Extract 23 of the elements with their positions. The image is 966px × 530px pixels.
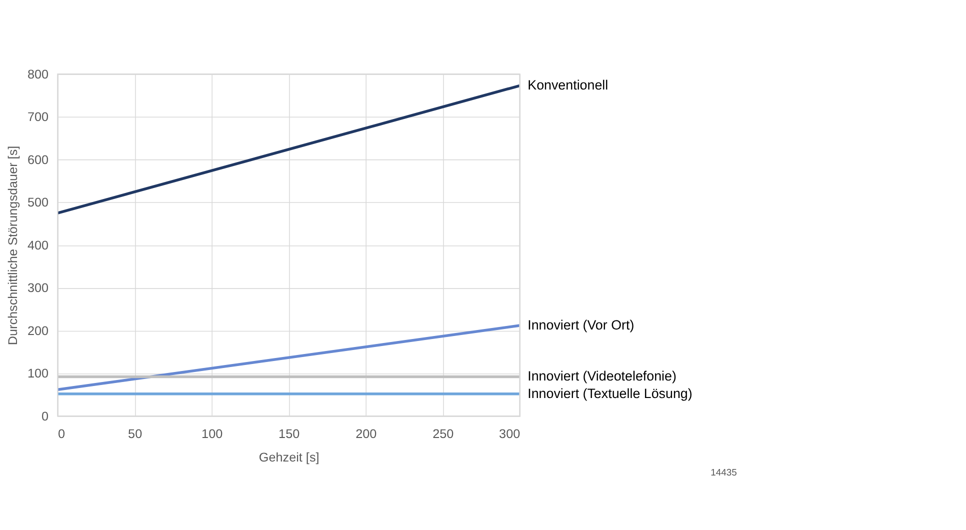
- series-label: Innoviert (Videotelefonie): [528, 368, 676, 384]
- y-tick-label: 800: [28, 67, 49, 82]
- x-tick-label: 100: [202, 426, 223, 441]
- series-label: Konventionell: [528, 78, 608, 93]
- x-tick-label: 0: [58, 426, 66, 441]
- series-label: Innoviert (Vor Ort): [528, 317, 634, 332]
- x-tick-label: 50: [128, 426, 142, 441]
- x-axis-title: Gehzeit [s]: [258, 450, 320, 465]
- y-tick-label: 700: [28, 110, 49, 124]
- y-tick-label: 0: [42, 409, 49, 424]
- y-tick-label: 500: [28, 196, 49, 210]
- x-tick-label: 250: [432, 426, 454, 441]
- text: 14435: [710, 467, 737, 478]
- y-tick-label: 400: [28, 238, 49, 252]
- x-tick-label: 200: [356, 426, 377, 441]
- y-tick-label: 100: [28, 366, 49, 381]
- y-tick-label: 600: [28, 152, 49, 167]
- x-tick-label: 300: [499, 426, 520, 441]
- y-tick-label: 300: [28, 281, 49, 296]
- series-label: Innoviert (Textuelle Lösung): [528, 386, 692, 401]
- y-tick-label: 200: [28, 324, 49, 338]
- x-tick-label: 150: [278, 426, 300, 441]
- y-axis-title: Durchschnittliche Störungsdauer [s]: [6, 146, 20, 346]
